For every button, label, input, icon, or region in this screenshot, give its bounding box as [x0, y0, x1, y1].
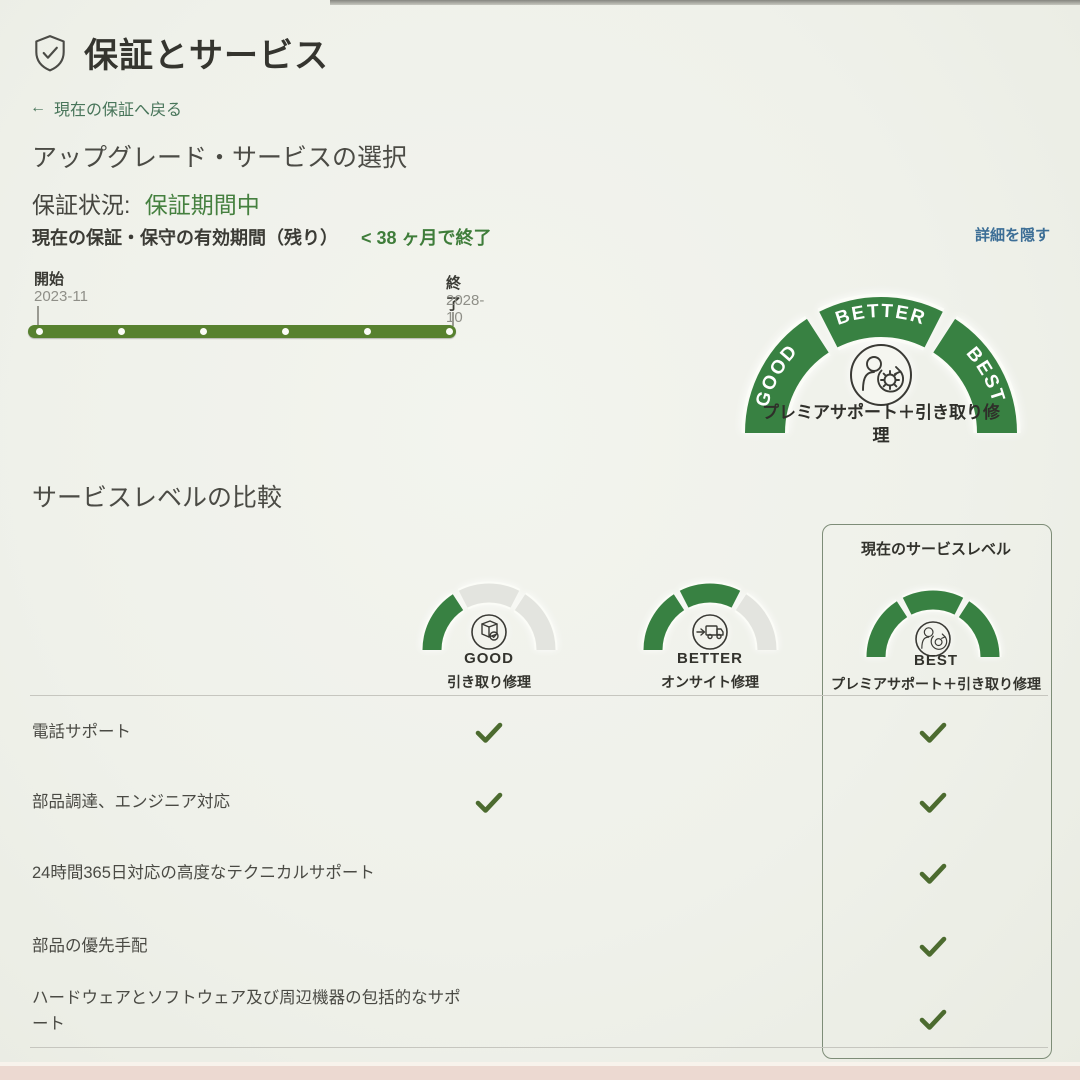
feature-label: 部品の優先手配 [32, 937, 148, 956]
timeline-dot [364, 328, 371, 335]
back-to-current-warranty-link[interactable]: ← 現在の保証へ戻る [30, 96, 182, 120]
timeline-end-tick [452, 312, 454, 326]
table-bottom-divider [30, 1047, 1048, 1048]
good-column-label: GOOD 引き取り修理 [447, 650, 531, 690]
table-row: 24時間365日対応の高度なテクニカルサポート [32, 852, 472, 896]
warranty-timeline: 開始 2023-11 終了 2028-10 [28, 268, 484, 354]
feature-label: 24時間365日対応の高度なテクニカルサポート [32, 864, 375, 883]
timeline-start-tick [37, 306, 39, 326]
check-icon [919, 721, 947, 745]
current-plan-name: プレミアサポート＋引き取り修理 [762, 403, 1000, 445]
page-header: 保証とサービス [30, 28, 329, 77]
table-row: 部品調達、エンジニア対応 [32, 781, 472, 825]
timeline-start-label: 開始 [34, 271, 65, 288]
warranty-period-label: 現在の保証・保守の有効期間（残り） [32, 228, 338, 248]
photo-bottom-edge [0, 1062, 1080, 1080]
better-plan-gauge[interactable] [635, 570, 785, 655]
upgrade-section-title: アップグレード・サービスの選択 [32, 144, 408, 172]
shield-check-icon [30, 33, 70, 73]
timeline-bar [28, 325, 456, 338]
table-top-divider [30, 695, 1048, 696]
pickup-box-icon [471, 614, 507, 650]
warranty-status-line: 保証状況: 保証期間中 [32, 186, 260, 220]
back-link-label: 現在の保証へ戻る [54, 102, 183, 119]
check-icon [919, 862, 947, 886]
check-icon [475, 791, 503, 815]
back-arrow-icon: ← [30, 99, 46, 116]
premier-support-icon [915, 621, 951, 657]
timeline-start-date: 2023-11 [34, 288, 88, 305]
check-icon [919, 1008, 947, 1032]
timeline-dot [118, 328, 125, 335]
timeline-end-date: 2028-10 [446, 292, 485, 326]
current-service-level-badge: 現在のサービスレベル [860, 541, 1011, 558]
page-title: 保証とサービス [84, 37, 329, 75]
feature-label: 部品調達、エンジニア対応 [32, 793, 230, 812]
current-service-level-card [822, 524, 1052, 1059]
best-plan-gauge[interactable] [858, 577, 1008, 662]
warranty-status-label: 保証状況: [32, 192, 131, 218]
check-icon [475, 721, 503, 745]
hide-details-link[interactable]: 詳細を隠す [974, 227, 1050, 244]
better-column-label: BETTER オンサイト修理 [661, 650, 759, 690]
feature-label: 電話サポート [32, 723, 131, 742]
check-icon [919, 935, 947, 959]
timeline-dot [446, 328, 453, 335]
feature-label: ハードウェアとソフトウェア及び周辺機器の包括的なサポート [32, 989, 461, 1033]
current-plan-gauge: GOOD BETTER BEST [741, 293, 1021, 434]
timeline-dot [200, 328, 207, 335]
table-row: ハードウェアとソフトウェア及び周辺機器の包括的なサポート [32, 980, 472, 1044]
timeline-dot [282, 328, 289, 335]
warranty-status-value: 保証期間中 [144, 192, 260, 218]
timeline-dot [36, 328, 43, 335]
warranty-period-value: < 38 ヶ月で終了 [361, 228, 492, 248]
comparison-title: サービスレベルの比較 [32, 484, 283, 512]
table-row: 電話サポート [32, 711, 472, 755]
timeline-end-label: 終了 [446, 275, 462, 313]
warranty-period-line: 現在の保証・保守の有効期間（残り） < 38 ヶ月で終了 [32, 224, 492, 250]
premier-support-icon [850, 344, 912, 406]
check-icon [919, 791, 947, 815]
best-column-label: BEST プレミアサポート＋引き取り修理 [831, 652, 1041, 692]
onsite-truck-icon [692, 614, 728, 650]
table-row: 部品の優先手配 [32, 925, 472, 969]
screen-edge [330, 0, 1080, 5]
good-plan-gauge[interactable] [414, 570, 564, 655]
